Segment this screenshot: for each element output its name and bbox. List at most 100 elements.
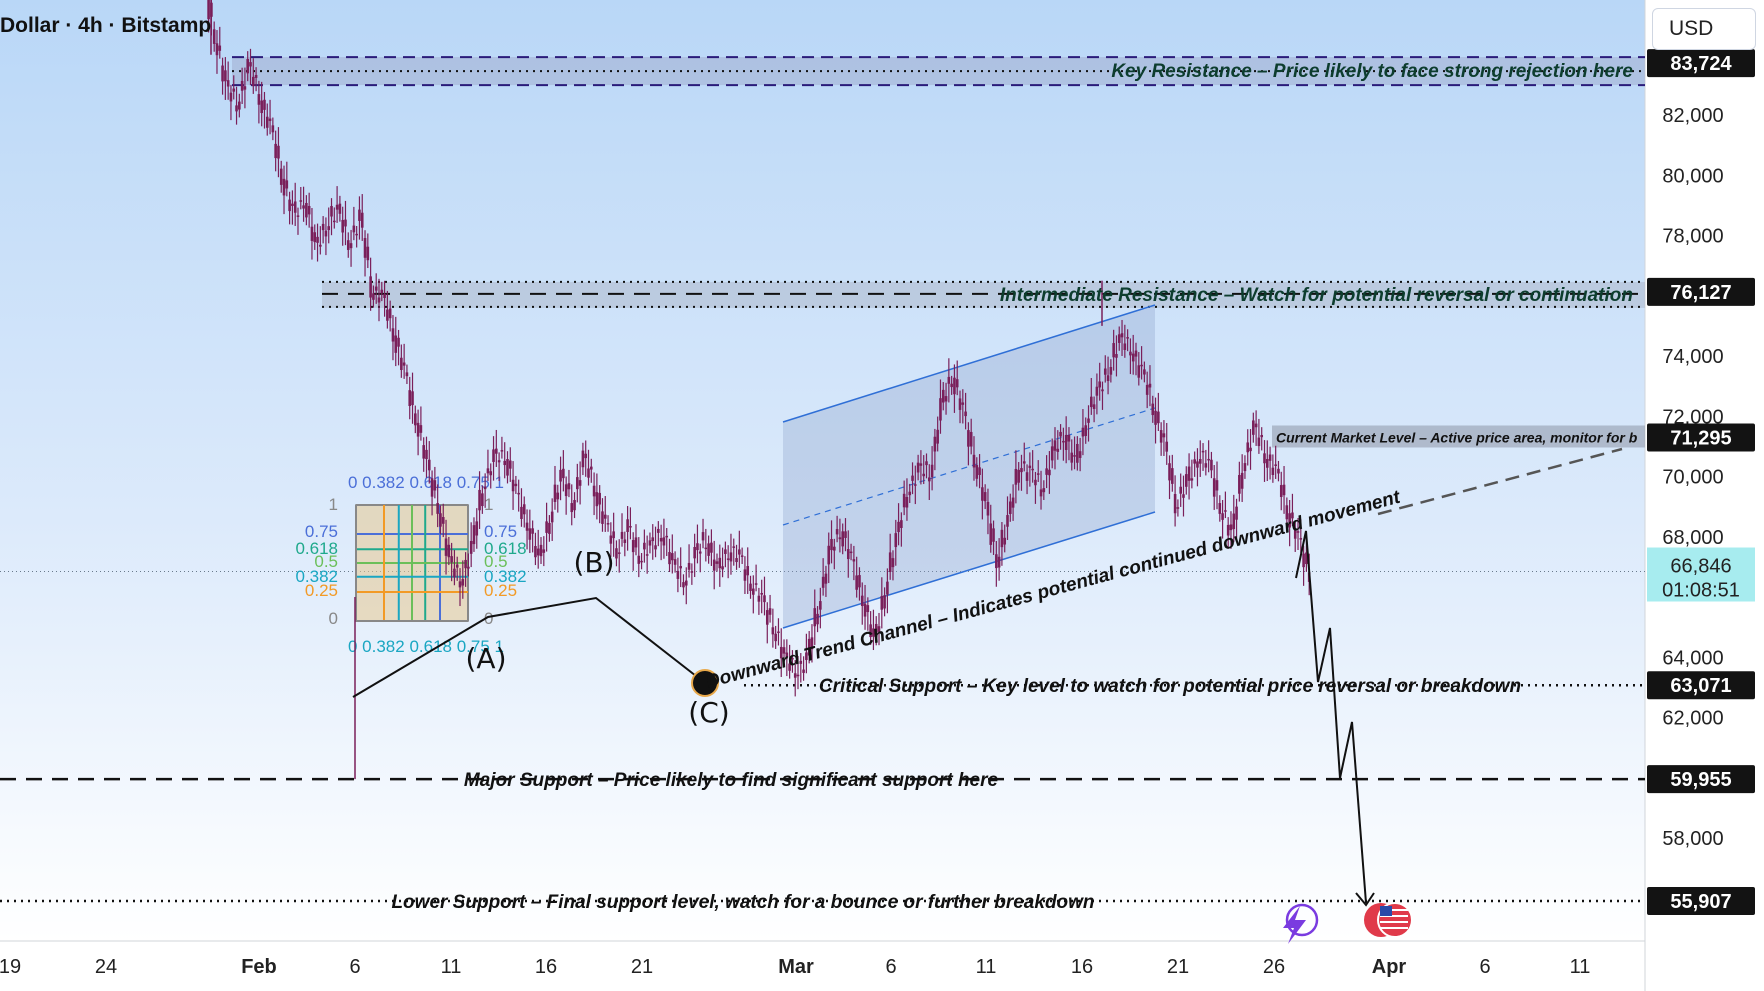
- candle-body: [925, 461, 928, 466]
- candle-body: [1285, 505, 1289, 520]
- candle-body: [768, 608, 772, 615]
- candle-body: [888, 552, 892, 572]
- candle-body: [1204, 463, 1208, 468]
- candle-body: [972, 454, 976, 468]
- current-price-tag[interactable]: [1647, 547, 1755, 602]
- candle-body: [1168, 463, 1171, 481]
- candle-body: [1296, 531, 1300, 533]
- candle-body: [576, 477, 579, 490]
- candle-body: [671, 553, 674, 561]
- candle-body: [321, 223, 325, 231]
- candle-body: [805, 652, 808, 661]
- candle-body: [570, 503, 574, 513]
- candle-body: [983, 492, 987, 502]
- price-level-tag[interactable]: [1647, 277, 1755, 306]
- candle-body: [735, 558, 738, 563]
- price-level-tag[interactable]: [1647, 671, 1755, 700]
- candle-body: [936, 429, 939, 444]
- candle-body: [1198, 459, 1202, 464]
- event-ring-icon[interactable]: [1285, 903, 1319, 937]
- candle-body: [1179, 486, 1182, 494]
- candle-body: [696, 543, 699, 551]
- abc-wave: [352, 596, 706, 698]
- candle-body: [989, 523, 993, 545]
- candle-body: [207, 0, 210, 20]
- candle-body: [508, 460, 512, 469]
- candle-body: [427, 459, 431, 471]
- trend-channel[interactable]: [782, 304, 1156, 629]
- candle-body: [710, 542, 713, 553]
- wave-lines[interactable]: [352, 596, 719, 698]
- candle-body: [746, 566, 750, 576]
- candle-body: [285, 180, 289, 189]
- candle-body: [511, 479, 515, 492]
- candle-body: [707, 543, 710, 556]
- candle-body: [866, 605, 870, 613]
- candle-body: [743, 569, 747, 581]
- candle-body: [726, 558, 730, 560]
- candle-body: [844, 531, 847, 538]
- price-tick-label: 64,000: [1662, 647, 1723, 669]
- candle-body: [430, 478, 434, 497]
- candle-body: [640, 560, 643, 563]
- candle-body: [235, 105, 238, 112]
- price-level-tag-label: 71,295: [1670, 427, 1731, 449]
- symbol-title[interactable]: Dollar · 4h · Bitstamp: [0, 14, 212, 37]
- candle-body: [953, 377, 956, 395]
- candle-body: [824, 573, 828, 584]
- fib-label-left: 0.618: [295, 539, 338, 558]
- candle-body: [738, 549, 741, 555]
- candle-body: [1293, 529, 1297, 539]
- candle-body: [1162, 433, 1166, 438]
- lightning-icon[interactable]: [1283, 906, 1306, 944]
- price-axis[interactable]: 82,000 80,000 78,000 74,000 72,000 70,000 68,0…: [1647, 49, 1755, 916]
- candle-body: [548, 522, 551, 534]
- candle-body: [793, 673, 797, 678]
- price-level-tag[interactable]: [1647, 887, 1755, 916]
- candle-body: [1226, 524, 1230, 536]
- candle-body: [327, 226, 331, 231]
- candle-body: [958, 398, 962, 410]
- candle-body: [277, 145, 280, 159]
- candle-body: [425, 449, 428, 460]
- channel-fill: [783, 305, 1155, 628]
- time-axis[interactable]: 19 24 Feb 6 11 16 21 Mar 6 11 16 21 26 Apr 6 11: [0, 956, 1590, 978]
- candle-body: [461, 579, 465, 586]
- candle-body: [690, 571, 694, 573]
- price-tick-label: 78,000: [1662, 226, 1723, 248]
- projection-zigzag: [1295, 530, 1367, 904]
- wave-c-marker[interactable]: [691, 669, 719, 697]
- candle-body: [595, 492, 599, 507]
- candle-body: [715, 561, 719, 564]
- candle-body: [964, 411, 967, 417]
- price-level-tag[interactable]: [1647, 765, 1755, 794]
- candle-body: [900, 520, 903, 528]
- candle-body: [319, 244, 322, 247]
- currency-button[interactable]: USD: [1652, 8, 1756, 50]
- candle-body: [874, 623, 878, 638]
- candle-body: [905, 496, 909, 508]
- candle-body: [648, 540, 652, 546]
- candle-body: [997, 556, 1001, 568]
- candle-body: [819, 601, 822, 610]
- projection-dashed: [1377, 447, 1623, 516]
- candle-body: [1302, 553, 1305, 568]
- event-icons[interactable]: [1283, 902, 1413, 944]
- candle-body: [916, 462, 920, 473]
- level-lines: [0, 571, 1645, 903]
- price-level-tag[interactable]: [1647, 423, 1755, 452]
- projection-path[interactable]: [1295, 447, 1623, 907]
- candle-body: [754, 583, 758, 585]
- candle-body: [1265, 459, 1269, 468]
- candle-body: [981, 487, 984, 501]
- candle-body: [634, 537, 638, 548]
- candle-body: [483, 486, 487, 490]
- candle-body: [265, 116, 269, 128]
- candle-body: [333, 220, 336, 223]
- fib-label-right: 0.382: [484, 567, 527, 586]
- candle-body: [785, 652, 789, 658]
- price-level-tag[interactable]: [1647, 49, 1755, 78]
- candle-body: [416, 422, 420, 437]
